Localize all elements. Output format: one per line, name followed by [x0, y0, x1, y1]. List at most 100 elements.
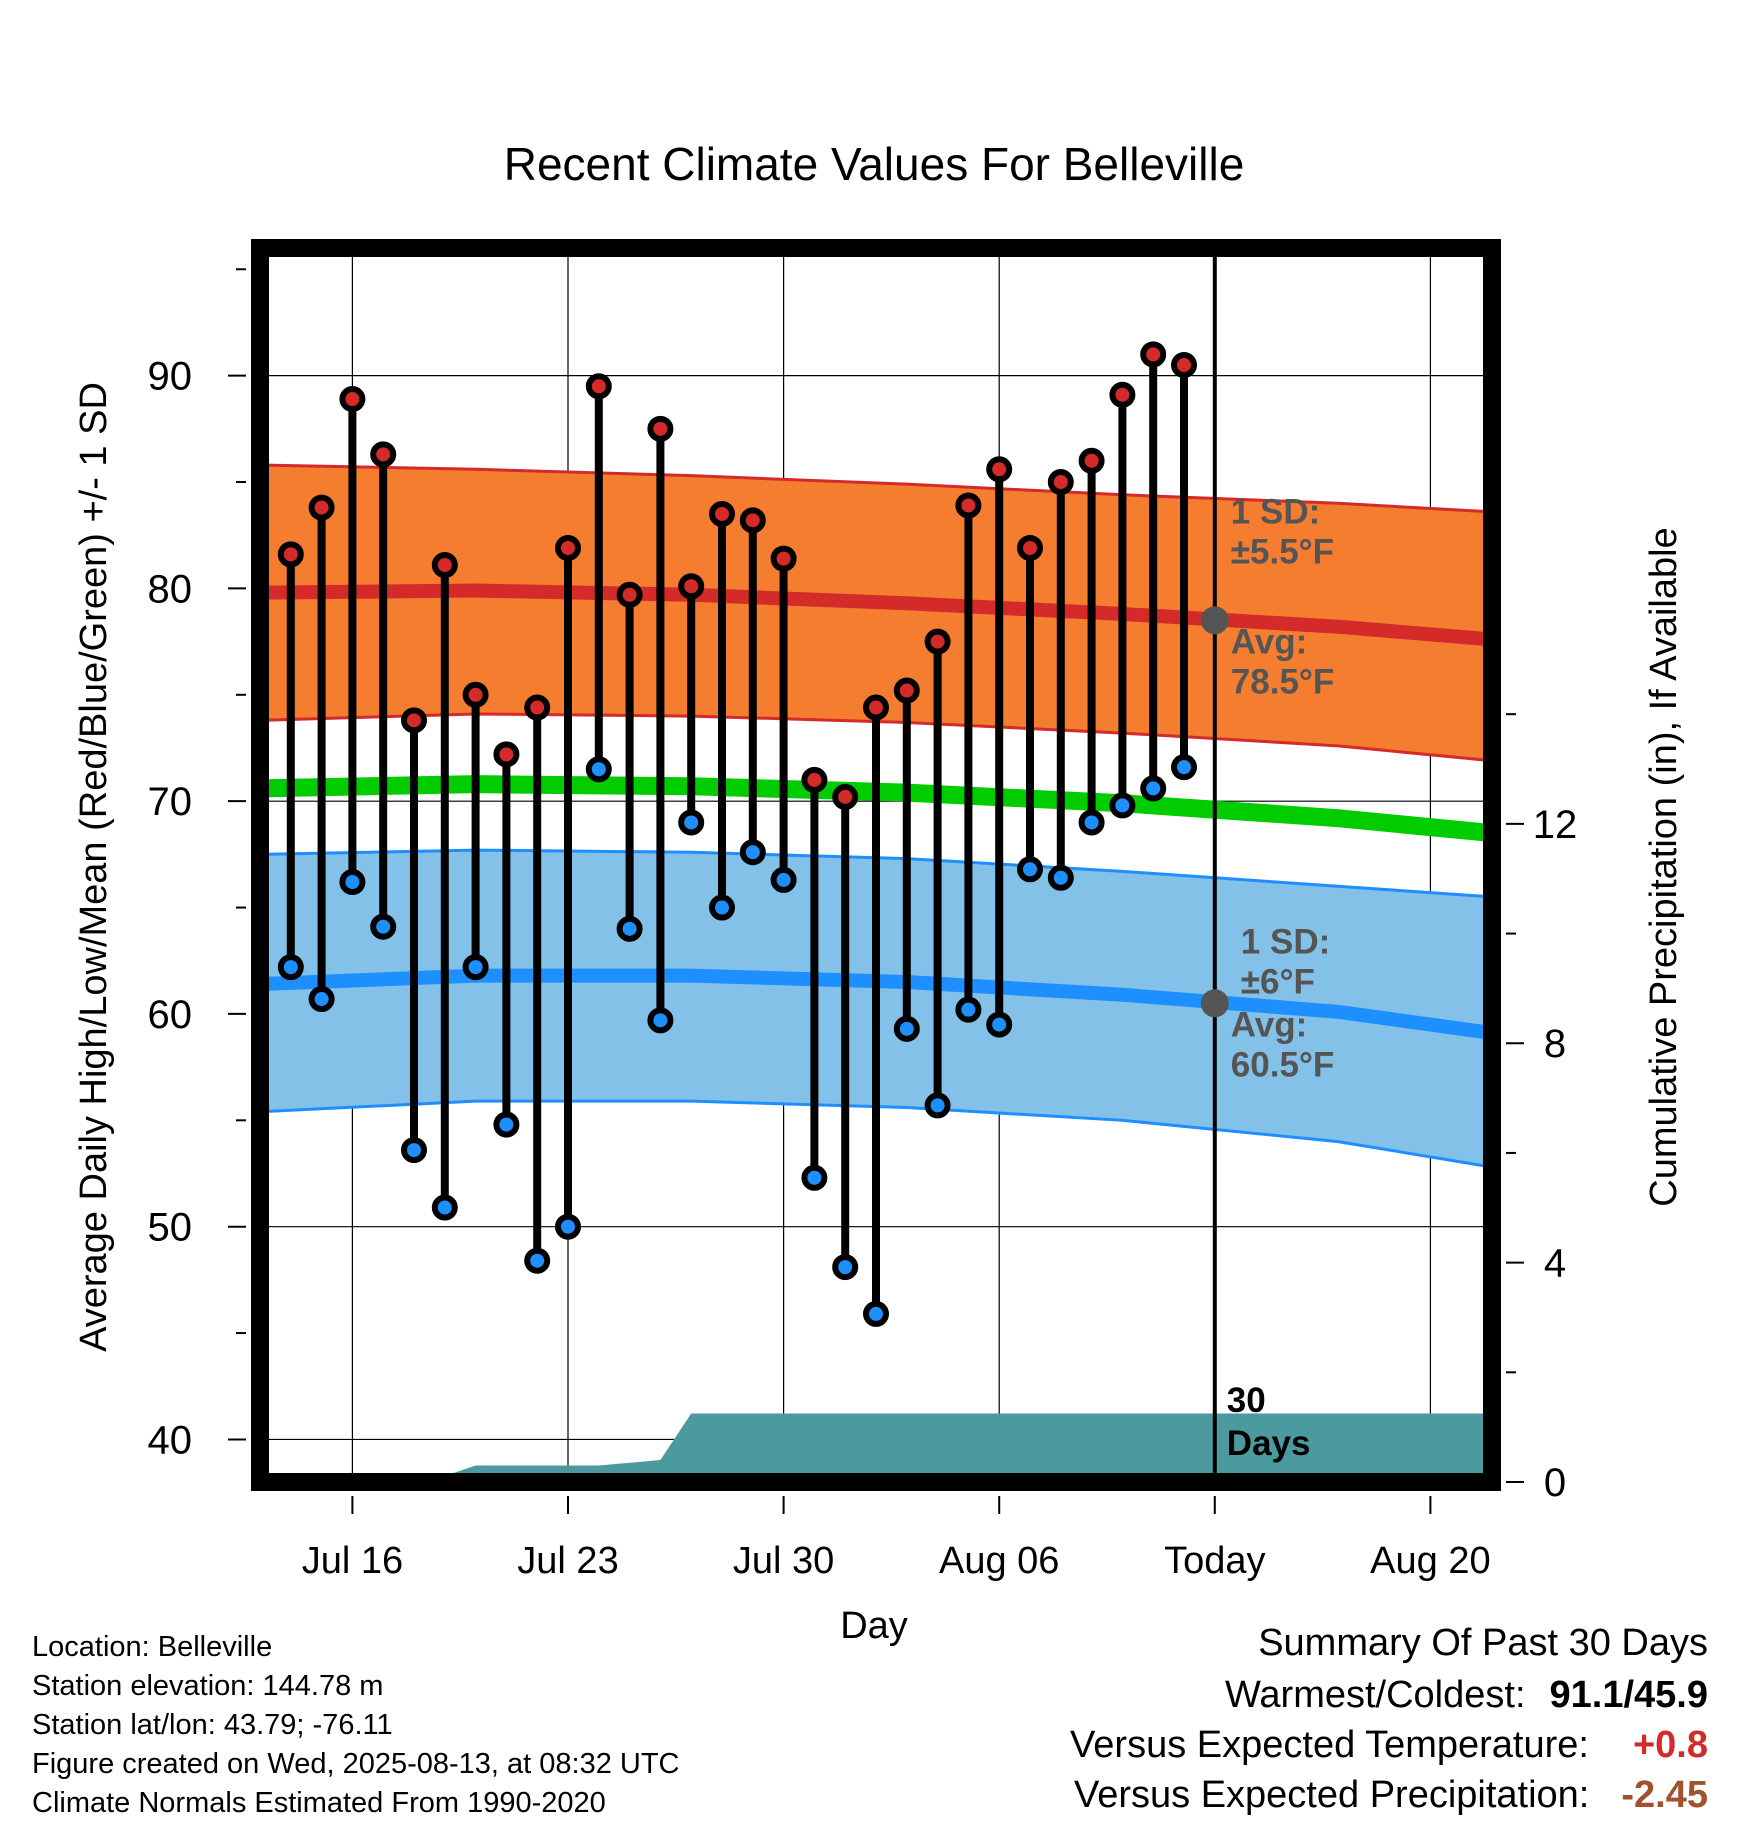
high-point	[678, 573, 705, 600]
info-location: Location: Belleville	[32, 1631, 273, 1663]
low-point	[1109, 792, 1136, 819]
high-point	[370, 441, 397, 468]
low-point	[431, 1194, 458, 1221]
y-tick-label: 70	[148, 780, 193, 824]
low-point	[277, 954, 304, 981]
high-point	[616, 581, 643, 608]
low-point	[924, 1092, 951, 1119]
low-point	[401, 1137, 427, 1164]
low-point	[370, 913, 397, 940]
x-tick-label: Aug 20	[1370, 1540, 1490, 1582]
high-point	[863, 694, 889, 721]
low-sd-value: ±6°F	[1241, 962, 1315, 1001]
window-label-days: Days	[1227, 1424, 1311, 1463]
high-point	[832, 783, 859, 810]
low-point	[986, 1011, 1013, 1038]
y-axis-label: Average Daily High/Low/Mean (Red/Blue/Gr…	[73, 382, 115, 1352]
warm-cold-label: Warmest/Coldest:	[1224, 1674, 1526, 1716]
high-point	[339, 386, 366, 413]
y-tick-label: 80	[148, 567, 193, 611]
precip-fill	[260, 1413, 1492, 1476]
warm-cold-value: 91.1/45.9	[1549, 1674, 1708, 1716]
y2-tick-label: 0	[1544, 1461, 1566, 1505]
high-point	[955, 492, 982, 519]
low-point	[1171, 754, 1197, 781]
precip-value: -2.45	[1621, 1774, 1708, 1816]
high-point	[1140, 341, 1167, 368]
x-tick-label: Aug 06	[939, 1540, 1059, 1582]
high-avg-line	[259, 583, 1493, 647]
high-point	[555, 534, 581, 561]
high-sd-value: ±5.5°F	[1231, 532, 1334, 571]
low-avg-label: Avg:	[1231, 1005, 1307, 1044]
info-elevation: Station elevation: 144.78 m	[32, 1670, 384, 1702]
high-point	[585, 373, 612, 400]
chart-title: Recent Climate Values For Belleville	[504, 138, 1245, 190]
low-point	[616, 915, 643, 942]
high-avg-marker	[1200, 606, 1229, 635]
high-point	[524, 694, 551, 721]
low-point	[893, 1015, 920, 1042]
low-point	[585, 756, 612, 783]
low-point	[1047, 864, 1074, 891]
low-point	[678, 809, 705, 836]
y2-tick-label: 4	[1544, 1242, 1566, 1286]
high-point	[493, 741, 520, 768]
low-point	[462, 954, 489, 981]
low-point	[1017, 856, 1043, 883]
low-point	[955, 996, 982, 1023]
daily-range-sticks	[277, 341, 1197, 1327]
low-point	[1078, 809, 1105, 836]
y-tick-label: 60	[148, 993, 193, 1037]
info-normals: Climate Normals Estimated From 1990-2020	[32, 1787, 606, 1819]
low-avg-value: 60.5°F	[1231, 1045, 1335, 1084]
x-axis-label: Day	[840, 1605, 908, 1647]
precip-label: Versus Expected Precipitation:	[1073, 1774, 1590, 1816]
high-point	[801, 766, 828, 793]
precipitation-area	[260, 1413, 1492, 1476]
y-tick-label: 40	[148, 1418, 193, 1462]
y2-tick-label: 12	[1533, 803, 1578, 847]
low-point	[555, 1213, 581, 1240]
summary-temperature: Versus Expected Temperature: +0.8	[1070, 1724, 1708, 1767]
x-tick-label: Jul 30	[733, 1540, 834, 1582]
low-point	[339, 869, 366, 896]
high-point	[893, 677, 920, 704]
high-point	[1171, 352, 1197, 379]
high-point	[1109, 381, 1136, 408]
high-point	[709, 500, 735, 527]
low-point	[863, 1300, 889, 1327]
low-avg-marker	[1200, 989, 1229, 1018]
summary-title: Summary Of Past 30 Days	[1258, 1622, 1708, 1665]
high-point	[739, 507, 766, 534]
high-point	[770, 545, 797, 572]
summary-precipitation: Versus Expected Precipitation: -2.45	[1074, 1774, 1708, 1817]
low-point	[524, 1247, 551, 1274]
temp-label: Versus Expected Temperature:	[1070, 1724, 1589, 1766]
high-point	[277, 541, 304, 568]
temp-value: +0.8	[1632, 1724, 1708, 1766]
high-point	[1047, 469, 1074, 496]
low-point	[1140, 775, 1167, 802]
low-point	[832, 1254, 859, 1281]
station-info: Location: Belleville Station elevation: …	[32, 1628, 680, 1823]
high-avg-value: 78.5°F	[1231, 662, 1335, 701]
high-point	[986, 456, 1013, 483]
y-tick-label: 90	[148, 355, 193, 399]
low-point	[493, 1111, 520, 1138]
x-tick-label: Today	[1164, 1540, 1265, 1582]
low-sd-label: 1 SD:	[1241, 922, 1330, 961]
low-point	[770, 866, 797, 893]
high-point	[462, 681, 489, 708]
y2-tick-label: 8	[1544, 1022, 1566, 1066]
low-point	[801, 1164, 828, 1191]
low-point	[709, 894, 735, 921]
high-sd-label: 1 SD:	[1231, 492, 1320, 531]
info-latlon: Station lat/lon: 43.79; -76.11	[32, 1709, 393, 1741]
summary-warm-cold: Warmest/Coldest: 91.1/45.9	[1225, 1674, 1708, 1717]
low-point	[647, 1007, 674, 1034]
high-point	[308, 494, 335, 521]
window-label-number: 30	[1227, 1381, 1266, 1420]
